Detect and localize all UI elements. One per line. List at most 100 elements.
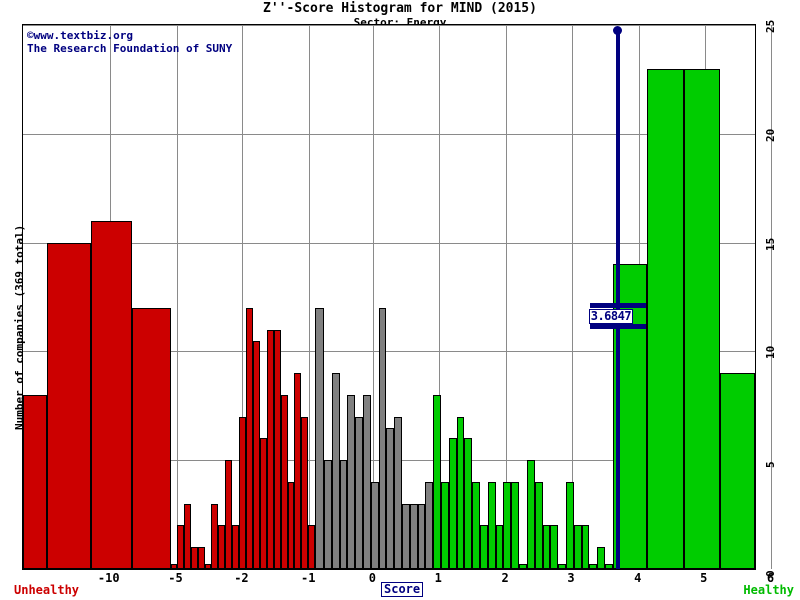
histogram-bar <box>205 563 212 569</box>
histogram-bar <box>526 460 535 569</box>
histogram-bar <box>370 481 379 569</box>
histogram-bar <box>448 438 457 569</box>
gridline-h-10 <box>23 351 755 353</box>
gridline-v--2 <box>242 25 243 569</box>
gridline-h-25 <box>23 25 755 26</box>
legend-healthy: Healthy <box>743 583 794 597</box>
histogram-bar <box>417 503 426 569</box>
score-marker-upper-bar <box>589 303 646 309</box>
gridline-h-20 <box>23 133 755 135</box>
gridline-v-2 <box>506 25 507 569</box>
histogram-bar <box>441 481 449 569</box>
y-axis-label: Number of companies (369 total) <box>13 224 26 430</box>
histogram-bar <box>132 307 172 569</box>
gridline-v-6 <box>771 25 772 569</box>
histogram-bar <box>339 460 348 569</box>
histogram-bars <box>23 25 755 569</box>
histogram-bar <box>315 307 324 569</box>
histogram-bar <box>720 373 755 569</box>
histogram-bar <box>47 242 91 569</box>
histogram-bar <box>273 329 281 569</box>
y-tick-10: 10 <box>764 346 777 360</box>
score-marker-value: 3.6847 <box>588 309 634 325</box>
histogram-bar <box>589 563 598 569</box>
watermark-line-2: The Research Foundation of SUNY <box>27 42 233 55</box>
histogram-bar <box>433 394 442 569</box>
histogram-bar <box>550 525 559 569</box>
histogram-bar <box>198 547 206 569</box>
histogram-bar <box>565 481 574 569</box>
histogram-bar <box>355 416 363 569</box>
histogram-bar <box>386 427 395 569</box>
x-tick-5: 5 <box>700 571 708 585</box>
histogram-bar <box>301 416 309 569</box>
histogram-bar <box>581 525 590 569</box>
histogram-bar <box>472 481 481 569</box>
x-tick-3: 3 <box>567 571 575 585</box>
histogram-bar <box>177 525 185 569</box>
watermark-line-1: ©www.textbiz.org <box>27 29 133 42</box>
histogram-bar <box>232 525 239 569</box>
histogram-bar <box>573 525 582 569</box>
score-marker-lower-bar <box>589 324 646 330</box>
gridline-v--5 <box>177 25 178 569</box>
x-tick-2: 2 <box>501 571 509 585</box>
histogram-bar <box>225 460 233 569</box>
gridline-v--1 <box>309 25 310 569</box>
histogram-bar <box>323 460 332 569</box>
gridline-v-1 <box>439 25 440 569</box>
y-tick-5: 5 <box>764 461 777 469</box>
histogram-bar <box>519 563 527 569</box>
histogram-bar <box>503 481 512 569</box>
histogram-bar <box>287 481 295 569</box>
x-tick-6: 6 <box>766 571 775 585</box>
histogram-bar <box>266 329 274 569</box>
histogram-bar <box>597 547 605 569</box>
gridline-v-3 <box>572 25 573 569</box>
histogram-bar <box>456 416 465 569</box>
score-marker-dot <box>613 26 623 35</box>
histogram-bar <box>542 525 551 569</box>
legend-unhealthy: Unhealthy <box>14 583 80 597</box>
y-tick-20: 20 <box>764 128 777 142</box>
histogram-bar <box>218 525 226 569</box>
histogram-bar <box>238 416 246 569</box>
histogram-bar <box>487 481 496 569</box>
histogram-bar <box>259 438 267 569</box>
x-tick--2: -2 <box>234 571 249 585</box>
histogram-bar <box>464 438 473 569</box>
histogram-bar <box>511 481 520 569</box>
histogram-bar <box>480 525 488 569</box>
histogram-bar <box>409 503 418 569</box>
histogram-bar <box>402 503 410 569</box>
histogram-bar <box>558 563 566 569</box>
histogram-bar <box>362 394 371 569</box>
chart-title: Z''-Score Histogram for MIND (2015) <box>263 1 537 16</box>
histogram-bar <box>347 394 356 569</box>
x-tick-0: 0 <box>368 571 376 585</box>
y-tick-25: 25 <box>764 19 777 33</box>
x-tick--1: -1 <box>300 571 316 585</box>
histogram-bar <box>647 68 684 569</box>
score-marker-line <box>615 30 620 569</box>
histogram-bar <box>683 68 721 569</box>
histogram-bar <box>294 373 302 569</box>
histogram-bar <box>495 525 504 569</box>
plot-area: 3.6847 ©www.textbiz.org The Research Fou… <box>22 24 772 570</box>
histogram-bar <box>252 340 260 569</box>
histogram-bar <box>394 416 402 569</box>
histogram-bar <box>280 394 288 569</box>
histogram-bar <box>245 307 253 569</box>
histogram-bar <box>534 481 543 569</box>
histogram-bar <box>211 503 219 569</box>
x-tick-4: 4 <box>634 571 642 585</box>
x-tick-1: 1 <box>434 571 442 585</box>
x-axis-title: Score <box>381 582 424 597</box>
x-tick--5: -5 <box>168 571 183 585</box>
histogram-bar <box>184 503 192 569</box>
histogram-bar <box>191 547 199 569</box>
histogram-bar <box>90 220 133 569</box>
x-tick--10: -10 <box>97 571 120 585</box>
histogram-bar <box>425 481 434 569</box>
